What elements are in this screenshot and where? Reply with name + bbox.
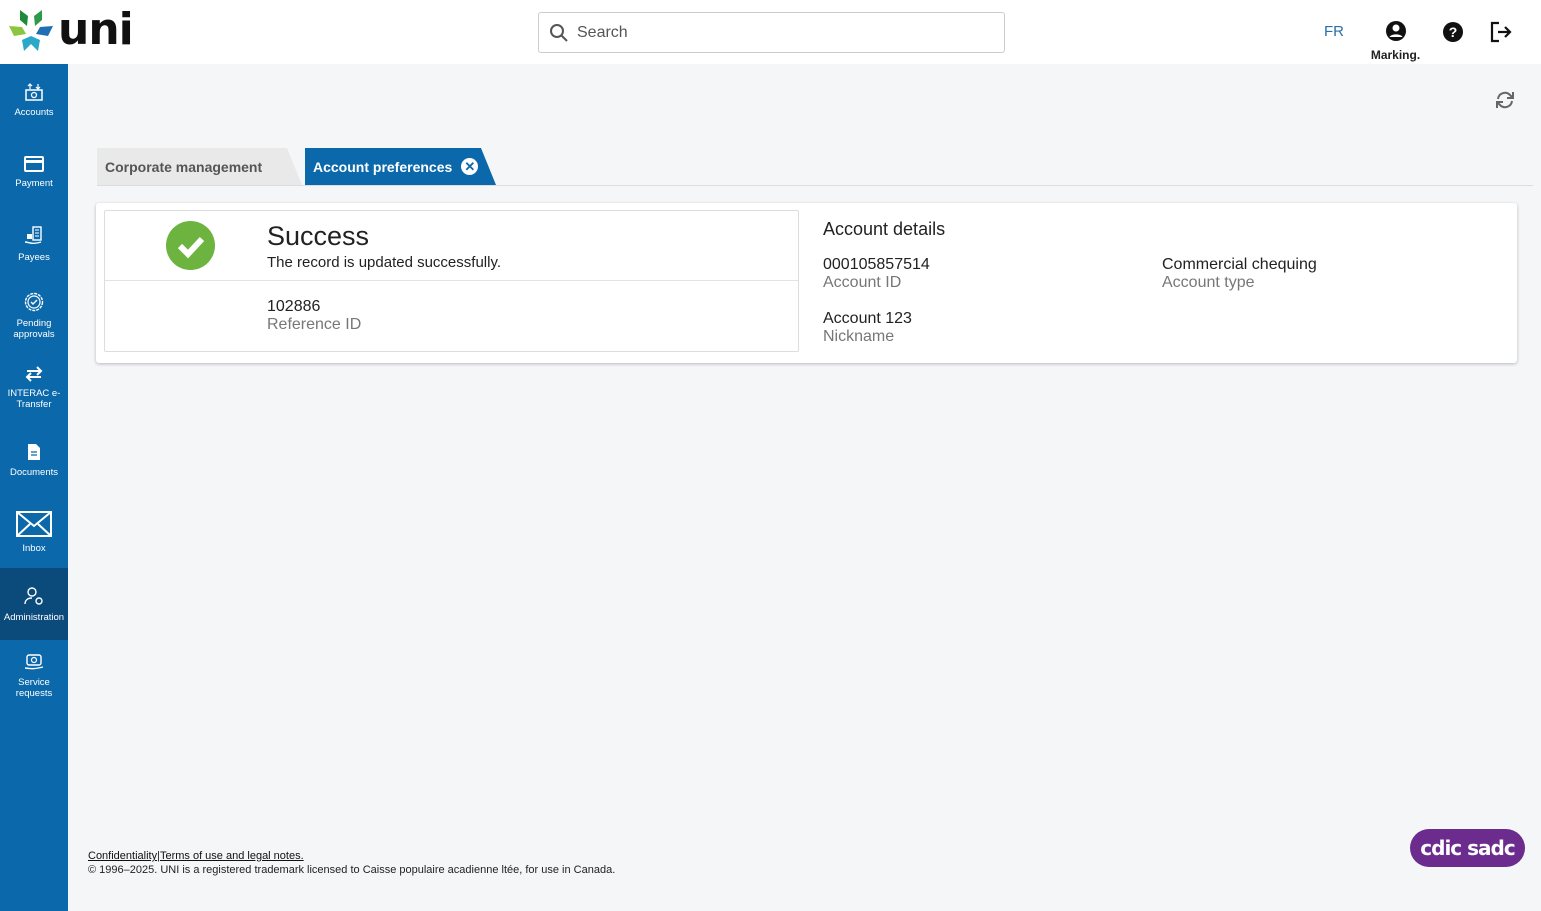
help-icon: ?: [1443, 22, 1463, 42]
user-settings-icon: [24, 586, 43, 605]
sidebar-label: INTERAC e-Transfer: [7, 388, 61, 410]
result-card: Success The record is updated successful…: [96, 203, 1517, 363]
search-icon: [550, 23, 568, 42]
cdic-badge-text: cdic sadc: [1420, 836, 1515, 860]
separator: |: [157, 850, 160, 862]
svg-text:?: ?: [1449, 24, 1458, 40]
account-details-title: Account details: [823, 219, 946, 239]
tab-label: Corporate management: [105, 158, 263, 175]
payees-icon: [24, 225, 42, 244]
cdic-badge[interactable]: cdic sadc: [1410, 829, 1525, 867]
logo-text: uni: [58, 4, 134, 55]
sidebar-item-payment[interactable]: Payment: [0, 136, 68, 208]
reference-id-label: Reference ID: [267, 316, 362, 333]
refresh-icon: [1496, 91, 1514, 109]
nickname-value: Account 123: [823, 310, 912, 327]
sidebar-label: Inbox: [22, 542, 46, 554]
success-check-icon: [166, 221, 215, 270]
uni-logo[interactable]: uni: [8, 4, 134, 55]
confidentiality-link[interactable]: Confidentiality: [88, 850, 158, 862]
account-id-label: Account ID: [823, 274, 902, 291]
envelope-icon: [16, 510, 52, 537]
sidebar-item-documents[interactable]: Documents: [0, 424, 68, 496]
help-button[interactable]: ?: [1442, 21, 1464, 48]
sidebar-item-interac[interactable]: INTERAC e-Transfer: [0, 352, 68, 424]
sidebar-label: Pending approvals: [13, 318, 55, 340]
copyright: © 1996–2025. UNI is a registered tradema…: [88, 864, 616, 876]
sidebar-label: Documents: [9, 466, 59, 478]
refresh-button[interactable]: [1494, 90, 1516, 115]
sidebar-label: Payees: [18, 251, 50, 263]
nickname-label: Nickname: [823, 328, 895, 345]
account-id-value: 000105857514: [823, 256, 930, 273]
sidebar-label: Accounts: [14, 106, 54, 118]
search-input[interactable]: [577, 23, 977, 42]
success-title: Success: [267, 221, 370, 251]
account-type-label: Account type: [1162, 274, 1255, 291]
logout-icon: [1490, 21, 1512, 43]
transfer-icon: [25, 366, 43, 382]
success-message: The record is updated successfully.: [267, 254, 502, 271]
tab-label: Account preferences: [313, 158, 453, 175]
top-bar: uni FR Marking. ?: [0, 0, 1541, 64]
badge-check-icon: [24, 292, 44, 312]
tab-account-preferences[interactable]: Account preferences ✕: [305, 148, 496, 185]
divider: [105, 280, 798, 281]
footer: Confidentiality|Terms of use and legal n…: [88, 849, 615, 877]
account-type-value: Commercial chequing: [1162, 256, 1317, 273]
user-name: Marking.: [1370, 48, 1421, 62]
search-box[interactable]: [538, 12, 1005, 53]
sidebar-item-inbox[interactable]: Inbox: [0, 496, 68, 568]
credit-card-icon: [24, 155, 44, 172]
service-icon: [24, 654, 44, 670]
uni-star-icon: [9, 10, 53, 51]
language-toggle[interactable]: FR: [1324, 23, 1344, 40]
user-icon: [1385, 21, 1406, 41]
sidebar: Accounts Payment Payees Pending approval…: [0, 64, 68, 911]
tab-corporate-management[interactable]: Corporate management: [97, 148, 302, 185]
reference-id-value: 102886: [267, 298, 321, 315]
sidebar-label: Payment: [15, 177, 53, 189]
sidebar-label: Administration: [3, 611, 65, 623]
sidebar-item-administration[interactable]: Administration: [0, 568, 68, 640]
success-receipt: Success The record is updated successful…: [104, 210, 799, 352]
sidebar-item-pending-approvals[interactable]: Pending approvals: [0, 280, 68, 352]
sidebar-item-accounts[interactable]: Accounts: [0, 64, 68, 136]
sidebar-item-service-requests[interactable]: Service requests: [0, 640, 68, 712]
document-icon: [28, 443, 40, 460]
logout-button[interactable]: [1490, 21, 1512, 48]
close-tab-icon[interactable]: ✕: [461, 158, 479, 175]
terms-link[interactable]: Terms of use and legal notes.: [159, 850, 304, 862]
user-menu[interactable]: Marking.: [1368, 20, 1423, 62]
tab-bar: Corporate management Account preferences…: [97, 148, 1533, 186]
sidebar-item-payees[interactable]: Payees: [0, 208, 68, 280]
sidebar-label: Service requests: [15, 677, 53, 699]
accounts-icon: [25, 82, 43, 101]
